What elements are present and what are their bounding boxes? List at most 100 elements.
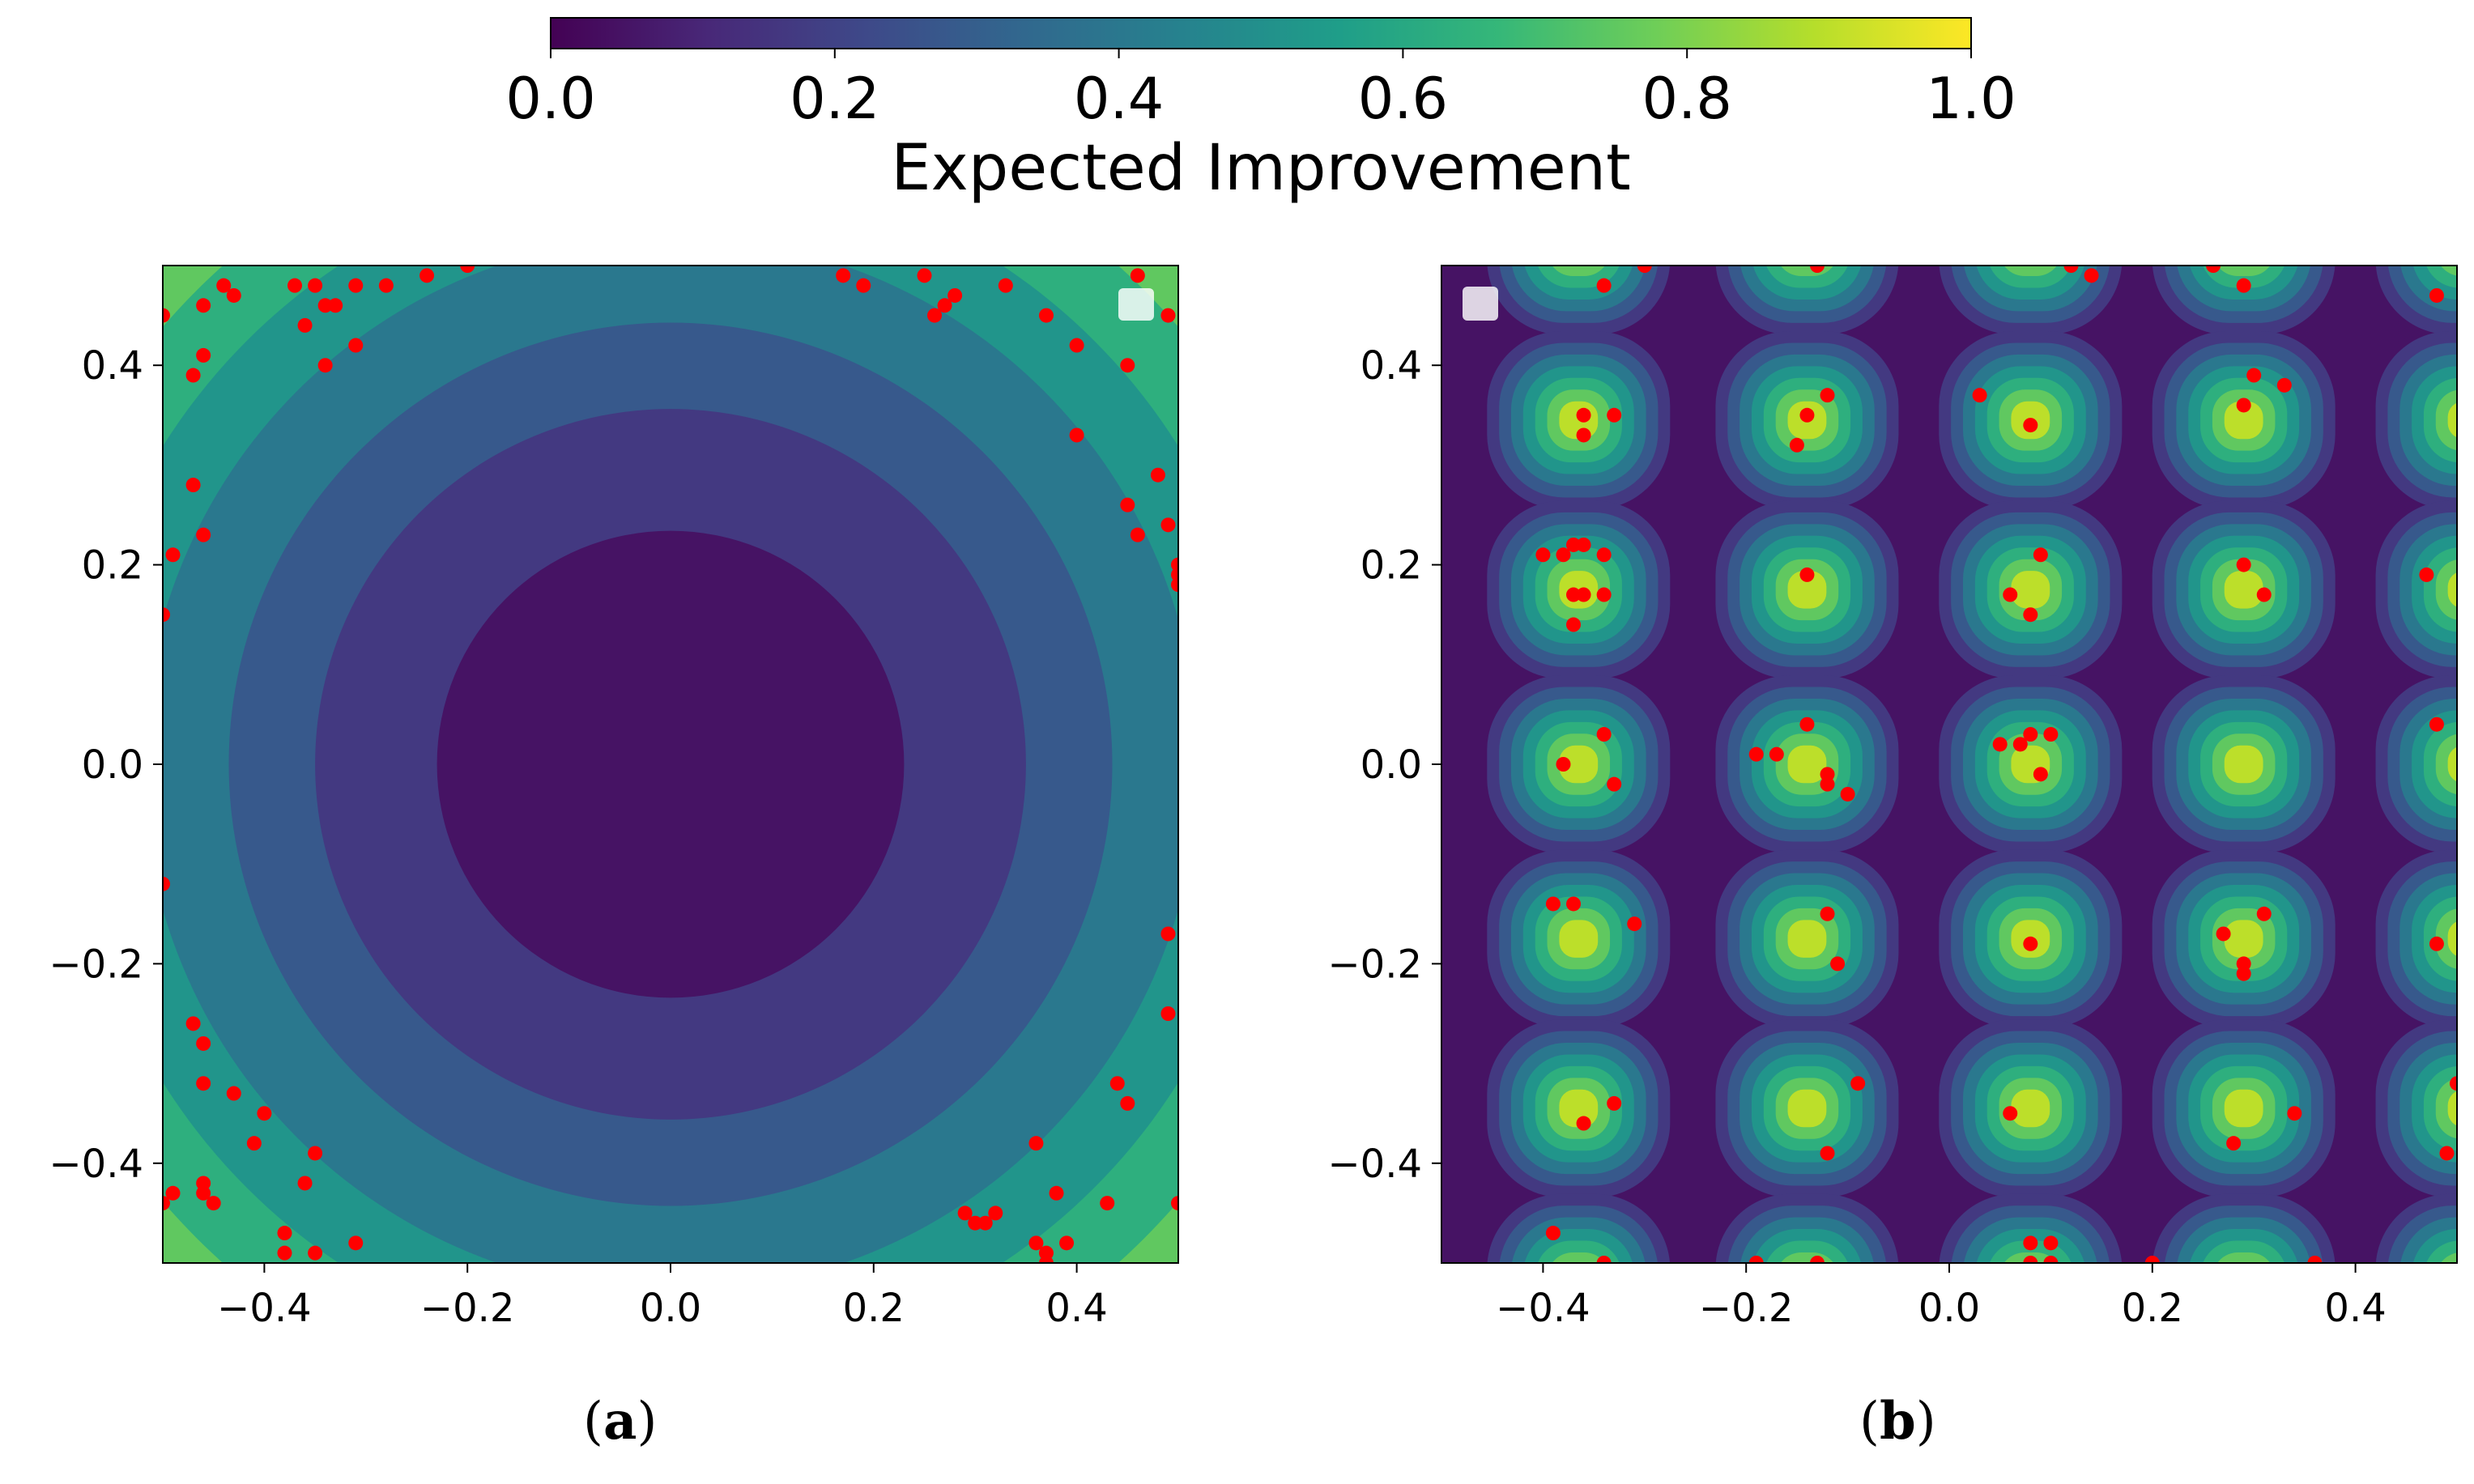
contour-band — [2447, 921, 2457, 957]
contour-band — [1787, 745, 1827, 784]
sample-point — [1130, 268, 1145, 283]
colorbar-ticks: 0.0 0.2 0.4 0.6 0.8 1.0 — [505, 49, 2016, 132]
y-tick-label: −0.4 — [1327, 1142, 1422, 1187]
sample-point — [1809, 1256, 1825, 1263]
contour-band — [2011, 1089, 2050, 1128]
caption-a-letter: a — [603, 1391, 637, 1452]
contour-band — [1787, 1089, 1827, 1128]
sample-point — [2276, 377, 2292, 393]
contour-band — [2447, 572, 2457, 607]
sample-point — [2287, 1106, 2302, 1121]
sample-point — [2043, 727, 2059, 742]
sample-point — [1049, 1185, 1064, 1201]
caption-b-letter: b — [1879, 1391, 1916, 1452]
sample-point — [185, 1016, 201, 1031]
sample-point — [1576, 407, 1591, 423]
caption-a-open: ( — [583, 1392, 603, 1452]
sample-point — [317, 298, 333, 313]
colorbar-tick-label: 1.0 — [1926, 66, 2016, 132]
contour-band — [2224, 401, 2263, 440]
sample-point — [348, 278, 364, 293]
y-tick-label: −0.2 — [1327, 942, 1422, 987]
sample-point — [196, 1076, 211, 1091]
sample-point — [1850, 1076, 1866, 1091]
sample-point — [1566, 617, 1582, 632]
sample-point — [1576, 1116, 1591, 1131]
caption-a: (a) — [583, 1391, 657, 1452]
sample-point — [2236, 956, 2251, 972]
sample-point — [1596, 278, 1612, 293]
sample-point — [206, 1196, 221, 1211]
sample-point — [2246, 368, 2262, 383]
x-tick-label: 0.2 — [2122, 1286, 2183, 1331]
sample-point — [937, 298, 952, 313]
sample-point — [185, 478, 201, 493]
colorbar-tick-label: 0.8 — [1642, 66, 1732, 132]
panel-b-legend — [1463, 287, 1498, 321]
x-tick-label: −0.2 — [1699, 1286, 1794, 1331]
y-tick-label: −0.4 — [49, 1142, 143, 1187]
sample-point — [196, 527, 211, 542]
sample-point — [2429, 716, 2444, 732]
sample-point — [2206, 266, 2221, 273]
panel-b-axes: −0.4 −0.2 0.0 0.2 0.4 −0.4 −0.2 0.0 0.2 0.4 — [1327, 343, 2386, 1331]
sample-point — [1566, 587, 1582, 602]
sample-point — [1028, 1136, 1044, 1151]
sample-point — [1992, 737, 2008, 752]
sample-point — [246, 1136, 262, 1151]
contour-band — [2435, 733, 2457, 795]
contour-band — [2440, 1252, 2457, 1263]
sample-point — [1748, 746, 1764, 762]
contour-band — [1788, 227, 1827, 264]
sample-point — [988, 1205, 1003, 1221]
sample-point — [1820, 906, 1835, 921]
sample-point — [1160, 517, 1176, 533]
sample-point — [1607, 776, 1622, 792]
sample-point — [1545, 1226, 1561, 1241]
sample-point — [2450, 1076, 2457, 1091]
sample-point — [1820, 767, 1835, 782]
sample-point — [2023, 936, 2038, 951]
sample-point — [1820, 776, 1835, 792]
sample-point — [947, 287, 963, 303]
sample-point — [165, 547, 181, 563]
contour-band — [2216, 1252, 2271, 1263]
contour-band — [2224, 1089, 2263, 1128]
sample-point — [1748, 1256, 1764, 1263]
sample-point — [1120, 497, 1135, 512]
contour-band — [2448, 227, 2474, 264]
sample-point — [1769, 746, 1784, 762]
panel-a-contour — [163, 266, 1178, 1263]
sample-point — [1120, 358, 1135, 373]
contour-band — [1788, 1264, 1827, 1301]
sample-point — [308, 278, 323, 293]
sample-point — [1038, 308, 1054, 323]
sample-point — [1171, 1196, 1178, 1211]
sample-point — [1607, 1095, 1622, 1111]
sample-point — [1069, 338, 1084, 353]
sample-point — [1069, 427, 1084, 443]
sample-point — [1059, 1235, 1075, 1251]
contour-band — [2447, 1091, 2457, 1126]
y-tick-label: 0.0 — [82, 742, 143, 788]
contour-band — [2224, 920, 2263, 958]
sample-point — [1556, 757, 1571, 772]
sample-point — [2063, 266, 2079, 273]
sample-point — [1637, 266, 1652, 273]
sample-point — [165, 1185, 181, 1201]
sample-point — [163, 876, 170, 891]
colorbar-tick-label: 0.0 — [505, 66, 595, 132]
colorbar-tick-label: 0.6 — [1358, 66, 1448, 132]
sample-point — [2023, 418, 2038, 433]
sample-point — [1109, 1076, 1125, 1091]
panel-a-legend — [1118, 288, 1154, 321]
sample-point — [1596, 587, 1612, 602]
sample-point — [1028, 1235, 1044, 1251]
x-tick-label: −0.2 — [420, 1286, 515, 1331]
sample-point — [257, 1106, 272, 1121]
sample-point — [348, 338, 364, 353]
sample-point — [1627, 916, 1642, 932]
sample-point — [2003, 587, 2018, 602]
contour-band — [2011, 571, 2050, 609]
sample-point — [1171, 577, 1178, 593]
